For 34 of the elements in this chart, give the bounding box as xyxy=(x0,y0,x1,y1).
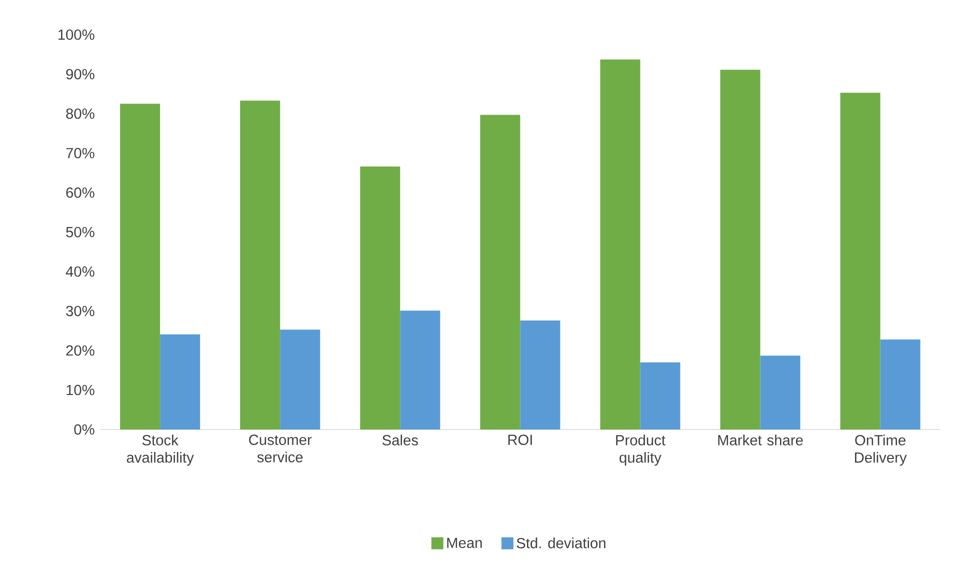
bar xyxy=(760,356,800,430)
y-tick-label: 70% xyxy=(66,148,94,159)
y-tick-label: 60% xyxy=(66,188,94,198)
y-tick-label: 90% xyxy=(66,69,94,80)
x-tick-label: Stock availability xyxy=(126,434,194,466)
x-tick-label: ROI xyxy=(508,434,532,446)
y-tick-label: 30% xyxy=(66,306,94,316)
bar xyxy=(160,334,200,430)
legend-label: Mean xyxy=(447,538,482,548)
y-tick-label: 0% xyxy=(74,424,94,435)
y-tick-label: 50% xyxy=(66,227,94,238)
bar xyxy=(280,330,320,430)
bar xyxy=(640,362,680,430)
bar xyxy=(480,115,520,430)
x-tick-label: OnTime Delivery xyxy=(855,434,907,466)
bar xyxy=(120,104,160,430)
bar xyxy=(880,340,920,430)
bar xyxy=(360,166,400,430)
x-tick-label: Product quality xyxy=(616,434,666,466)
x-tick-label: Sales xyxy=(382,434,418,446)
bar xyxy=(720,70,760,430)
y-tick-label: 100% xyxy=(58,30,94,40)
x-tick-label: Customer service xyxy=(249,434,312,463)
bar xyxy=(600,60,640,430)
bar xyxy=(520,320,560,430)
bar xyxy=(840,92,880,430)
y-tick-label: 40% xyxy=(66,266,94,277)
y-tick-label: 20% xyxy=(66,346,94,356)
y-tick-label: 80% xyxy=(66,108,94,120)
y-tick-label: 10% xyxy=(66,385,94,396)
bar xyxy=(240,100,280,430)
legend-label: Std. deviation xyxy=(516,538,606,549)
bar xyxy=(400,310,440,430)
x-tick-label: Market share xyxy=(718,434,803,446)
